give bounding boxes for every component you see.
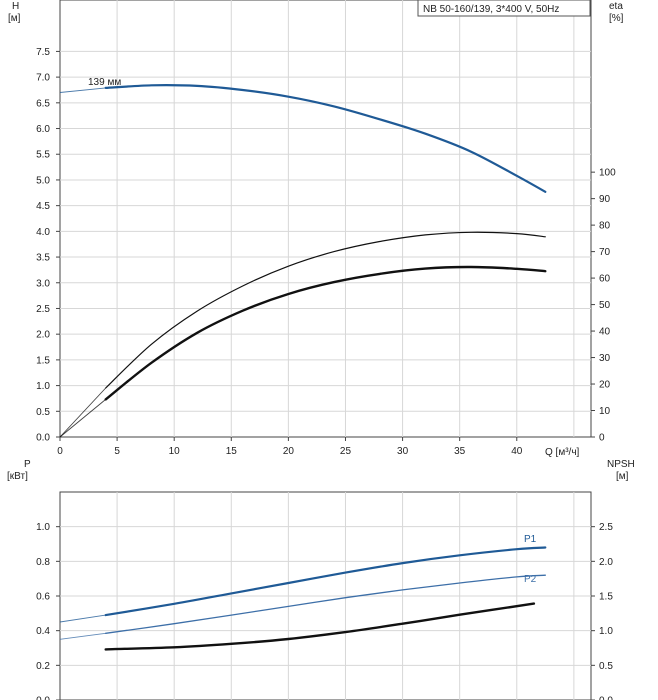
top-y-tick-label: 2.0 <box>36 330 50 341</box>
bottom-y2-tick-label: 2.5 <box>599 522 613 533</box>
bottom-y2-tick-label: 2.0 <box>599 557 613 568</box>
x-tick-label: 15 <box>226 446 238 457</box>
x-tick-label: 35 <box>454 446 466 457</box>
top-y-label-bottom: [м] <box>8 13 21 24</box>
top-y2-label-top: eta <box>609 1 623 12</box>
bottom-series-1-extrapolation <box>59 632 106 640</box>
top-y-tick-label: 2.5 <box>36 304 50 315</box>
bottom-series-2-curve <box>104 602 536 651</box>
top-y-tick-label: 3.0 <box>36 278 50 289</box>
top-series-2-curve <box>104 265 547 401</box>
x-tick-label: 10 <box>169 446 181 457</box>
chart-title: NB 50-160/139, 3*400 V, 50Hz <box>423 4 559 15</box>
bottom-series-1-curve <box>105 574 546 634</box>
top-y-tick-label: 1.5 <box>36 355 50 366</box>
top-series-1-curve <box>105 231 546 389</box>
top-y2-tick-label: 20 <box>599 380 611 391</box>
top-y-tick-label: 6.0 <box>36 124 50 135</box>
top-tick-labels: 0.0 0.5 1.0 1.5 2.0 2.5 3.0 3.5 4.0 4.5 5.0 5.5 6.0 6… <box>36 47 616 457</box>
top-panel: H [м] eta [%] NB 50-160/139, 3*400 V, 50… <box>8 0 624 458</box>
bottom-series <box>59 546 547 651</box>
x-axis-label: Q [м³/ч] <box>545 447 580 458</box>
bottom-y-tick-label: 0.0 <box>36 696 50 700</box>
top-y2-label-bottom: [%] <box>609 13 624 24</box>
bottom-y-tick-label: 0.8 <box>36 557 50 568</box>
series-label-p1: P1 <box>524 534 537 545</box>
top-y2-tick-label: 60 <box>599 274 611 285</box>
top-series-2-extrapolation <box>59 399 106 438</box>
bottom-y-label-bottom: [кВт] <box>7 471 28 482</box>
top-y-tick-label: 5.0 <box>36 175 50 186</box>
top-y-tick-label: 4.0 <box>36 227 50 238</box>
bottom-y-tick-label: 0.6 <box>36 592 50 603</box>
bottom-y-tick-label: 0.4 <box>36 626 50 637</box>
bottom-series-0-curve <box>104 546 547 617</box>
bottom-y-label-top: P <box>24 459 31 470</box>
top-y-label-top: H <box>12 1 19 12</box>
top-y2-tick-label: 40 <box>599 327 611 338</box>
top-grid <box>60 0 591 437</box>
top-y-tick-label: 0.0 <box>36 433 50 444</box>
bottom-tick-labels: 0.0 0.2 0.4 0.6 0.8 1.0 0.0 0.5 1.0 1.5 2.0 2.5 <box>36 522 613 700</box>
title-box <box>417 0 591 17</box>
top-y-tick-label: 1.0 <box>36 381 50 392</box>
bottom-y2-tick-label: 1.0 <box>599 626 613 637</box>
top-series <box>59 84 547 438</box>
bottom-y2-tick-label: 1.5 <box>599 592 613 603</box>
x-tick-label: 25 <box>340 446 352 457</box>
bottom-y-tick-label: 1.0 <box>36 522 50 533</box>
top-y2-tick-label: 50 <box>599 300 611 311</box>
top-plot-frame <box>59 0 592 438</box>
top-series-1-extrapolation <box>59 387 107 438</box>
top-y2-tick-label: 70 <box>599 247 611 258</box>
bottom-grid <box>60 492 591 700</box>
top-y-tick-label: 3.5 <box>36 253 50 264</box>
top-series-0-extrapolation <box>59 87 106 93</box>
x-tick-label: 30 <box>397 446 409 457</box>
top-y-tick-label: 7.5 <box>36 47 50 58</box>
bottom-y2-tick-label: 0.0 <box>599 696 613 700</box>
x-tick-label: 5 <box>114 446 120 457</box>
top-y2-tick-label: 100 <box>599 168 616 179</box>
bottom-y2-label-bottom: [м] <box>616 471 629 482</box>
top-y-tick-label: 6.5 <box>36 98 50 109</box>
top-y2-tick-label: 0 <box>599 433 605 444</box>
top-y2-tick-label: 90 <box>599 194 611 205</box>
top-y-tick-label: 4.5 <box>36 201 50 212</box>
top-series-0-curve <box>104 84 547 193</box>
top-y-tick-label: 5.5 <box>36 150 50 161</box>
bottom-y2-label-top: NPSH <box>607 459 635 470</box>
bottom-y2-tick-label: 0.5 <box>599 661 613 672</box>
top-y-tick-label: 7.0 <box>36 73 50 84</box>
series-label-p2: P2 <box>524 574 537 585</box>
x-tick-label: 40 <box>511 446 523 457</box>
x-tick-label: 0 <box>57 446 63 457</box>
bottom-series-0-extrapolation <box>59 614 106 623</box>
top-y2-tick-label: 80 <box>599 221 611 232</box>
bottom-y-tick-label: 0.2 <box>36 661 50 672</box>
top-y2-tick-label: 30 <box>599 353 611 364</box>
x-tick-label: 20 <box>283 446 295 457</box>
curve-label-impeller: 139 мм <box>88 77 121 88</box>
top-y-tick-label: 0.5 <box>36 407 50 418</box>
top-y2-tick-label: 10 <box>599 406 611 417</box>
